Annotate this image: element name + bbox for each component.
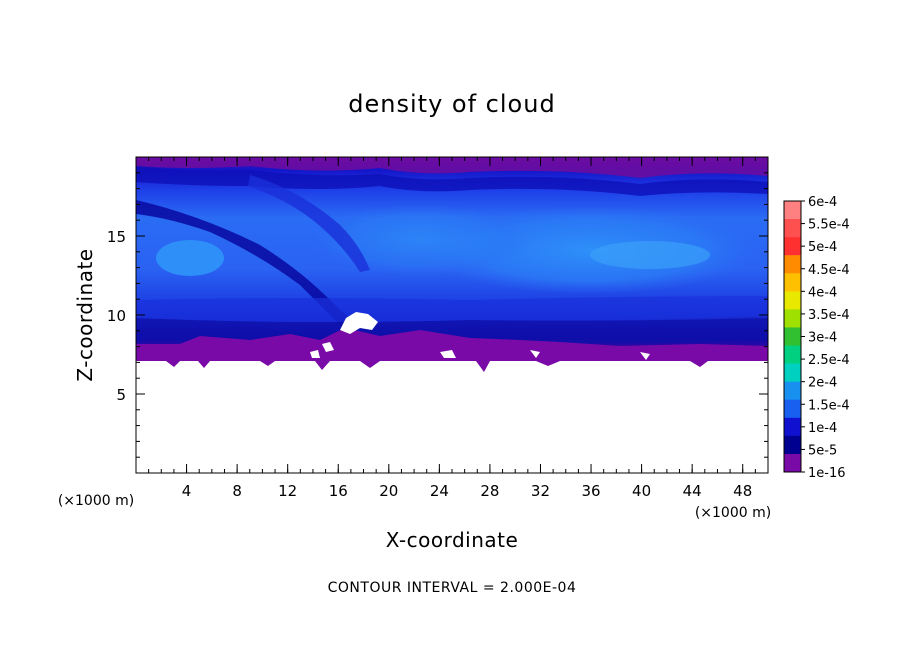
- y-axis-label: Z-coordinate: [73, 248, 97, 381]
- x-tick-label: 16: [329, 482, 348, 500]
- colorbar-swatch: [784, 309, 801, 328]
- colorbar-swatch: [784, 453, 801, 473]
- colorbar-label: 5e-5: [808, 443, 837, 458]
- colorbar-label: 3.5e-4: [808, 308, 850, 323]
- colorbar-swatch: [784, 201, 801, 220]
- colorbar-swatch: [784, 399, 801, 419]
- x-tick-label: 44: [683, 482, 702, 500]
- x-tick-label: 20: [379, 482, 398, 500]
- x-tick-label: 40: [632, 482, 651, 500]
- x-tick-label: 32: [531, 482, 550, 500]
- x-tick-label: 4: [182, 482, 192, 500]
- x-tick-label: 24: [430, 482, 449, 500]
- colorbar-label: 5.5e-4: [808, 218, 850, 233]
- y-axis-unit: (×1000 m): [58, 493, 134, 509]
- colorbar-legend: [784, 201, 801, 473]
- colorbar-label: 1.5e-4: [808, 398, 850, 413]
- colorbar-label: 6e-4: [808, 195, 837, 210]
- colorbar-swatch: [784, 363, 801, 383]
- cloud-density-field: [136, 157, 768, 372]
- colorbar-label: 3e-4: [808, 331, 837, 346]
- colorbar-swatch: [784, 255, 801, 274]
- colorbar-label: 1e-4: [808, 421, 837, 436]
- x-tick-label: 12: [278, 482, 297, 500]
- colorbar-swatch: [784, 381, 801, 401]
- y-tick-label: 15: [107, 228, 126, 246]
- colorbar-label: 4.5e-4: [808, 263, 850, 278]
- colorbar-labels: 6e-4 5.5e-4 5e-4 4.5e-4 4e-4 3.5e-4 3e-4 2.5e-4…: [801, 195, 850, 481]
- x-tick-label: 28: [480, 482, 499, 500]
- x-tick-label: 36: [581, 482, 600, 500]
- x-axis-ticks: 4 8 12 16 20 24 28 32 36 40 44 48: [182, 157, 752, 500]
- chart-title: density of cloud: [348, 90, 555, 118]
- colorbar-swatch: [784, 291, 801, 310]
- x-axis-unit: (×1000 m): [695, 505, 771, 521]
- x-axis-label: X-coordinate: [386, 528, 519, 552]
- colorbar-label: 5e-4: [808, 240, 837, 255]
- y-tick-label: 10: [107, 307, 126, 325]
- colorbar-swatch: [784, 237, 801, 256]
- colorbar-swatch: [784, 417, 801, 437]
- colorbar-swatch: [784, 435, 801, 455]
- colorbar-swatch: [784, 219, 801, 238]
- colorbar-label: 4e-4: [808, 285, 837, 300]
- x-tick-label: 48: [733, 482, 752, 500]
- y-axis-ticks: 5 10 15: [107, 228, 768, 404]
- colorbar-swatch: [784, 327, 801, 347]
- x-tick-label: 8: [232, 482, 242, 500]
- y-tick-label: 5: [116, 386, 126, 404]
- colorbar-label: 1e-16: [808, 466, 846, 481]
- colorbar-label: 2e-4: [808, 376, 837, 391]
- colorbar-swatch: [784, 273, 801, 292]
- contour-interval-footer: CONTOUR INTERVAL = 2.000E-04: [328, 580, 577, 596]
- colorbar-label: 2.5e-4: [808, 353, 850, 368]
- colorbar-swatch: [784, 345, 801, 365]
